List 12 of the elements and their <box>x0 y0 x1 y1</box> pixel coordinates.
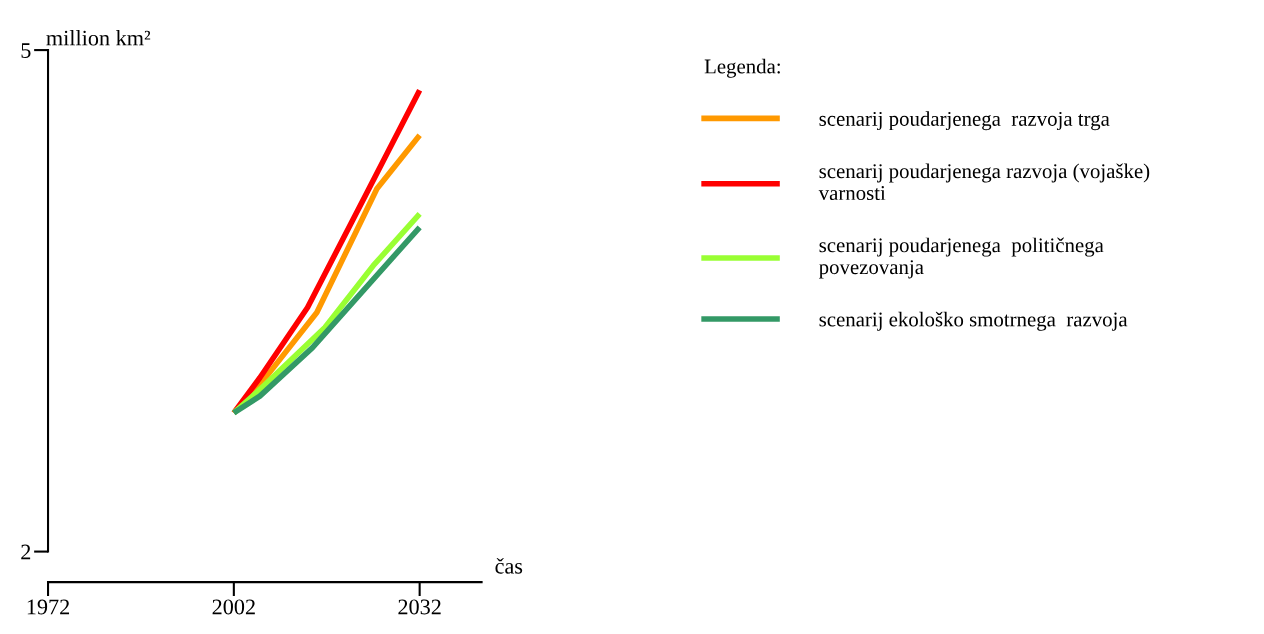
x-axis-title: čas <box>495 558 523 574</box>
y-axis-title: million km² <box>46 29 151 46</box>
legend-label: scenarij poudarjenega političnega povezovanja <box>819 237 1104 279</box>
x-tick-label: 2002 <box>212 599 255 615</box>
y-tick-label: 2 <box>21 544 31 560</box>
legend-label: scenarij poudarjenega razvoja trga <box>819 111 1110 131</box>
x-tick-label: 1972 <box>27 599 70 615</box>
y-tick-label: 5 <box>21 43 31 59</box>
legend-title: Legenda: <box>704 58 780 78</box>
legend-label: scenarij ekološko smotrnega razvoja <box>819 311 1128 331</box>
x-tick-label: 2032 <box>398 599 441 615</box>
legend-label: scenarij poudarjenega razvoja (vojaške) varnosti <box>818 163 1150 201</box>
